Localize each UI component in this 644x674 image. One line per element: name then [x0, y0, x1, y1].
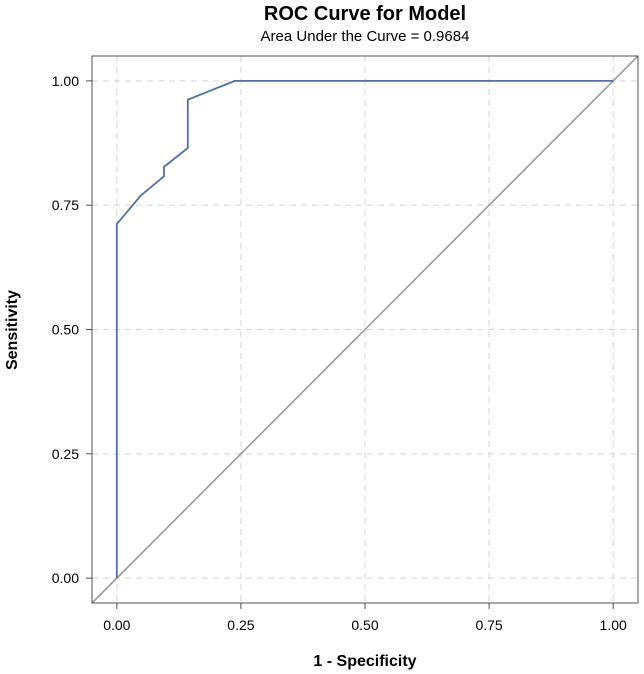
x-tick-label: 0.00: [103, 617, 130, 633]
roc-curve-layer: [115, 79, 614, 579]
y-axis-label: Sensitivity: [4, 290, 21, 370]
chart-title: ROC Curve for Model: [264, 3, 466, 25]
y-tick-label: 1.00: [52, 73, 79, 89]
x-axis-ticks: 0.00 0.25 0.50 0.75 1.00: [103, 603, 627, 633]
y-tick-label: 0.75: [52, 197, 79, 213]
y-tick-label: 0.25: [52, 446, 79, 462]
reference-line-layer: [91, 55, 639, 604]
x-axis-label: 1 - Specificity: [313, 653, 416, 670]
y-axis-ticks: 0.00 0.25 0.50 0.75 1.00: [52, 73, 92, 586]
x-tick-label: 0.50: [351, 617, 378, 633]
x-tick-label: 0.25: [227, 617, 254, 633]
x-tick-label: 0.75: [475, 617, 502, 633]
y-tick-label: 0.00: [52, 570, 79, 586]
reference-diagonal-line: [91, 55, 639, 604]
y-tick-label: 0.50: [52, 322, 79, 338]
chart-subtitle: Area Under the Curve = 0.9684: [261, 28, 470, 45]
x-tick-label: 1.00: [600, 617, 627, 633]
roc-curve-line: [115, 79, 614, 579]
grid-lines: [92, 56, 638, 603]
